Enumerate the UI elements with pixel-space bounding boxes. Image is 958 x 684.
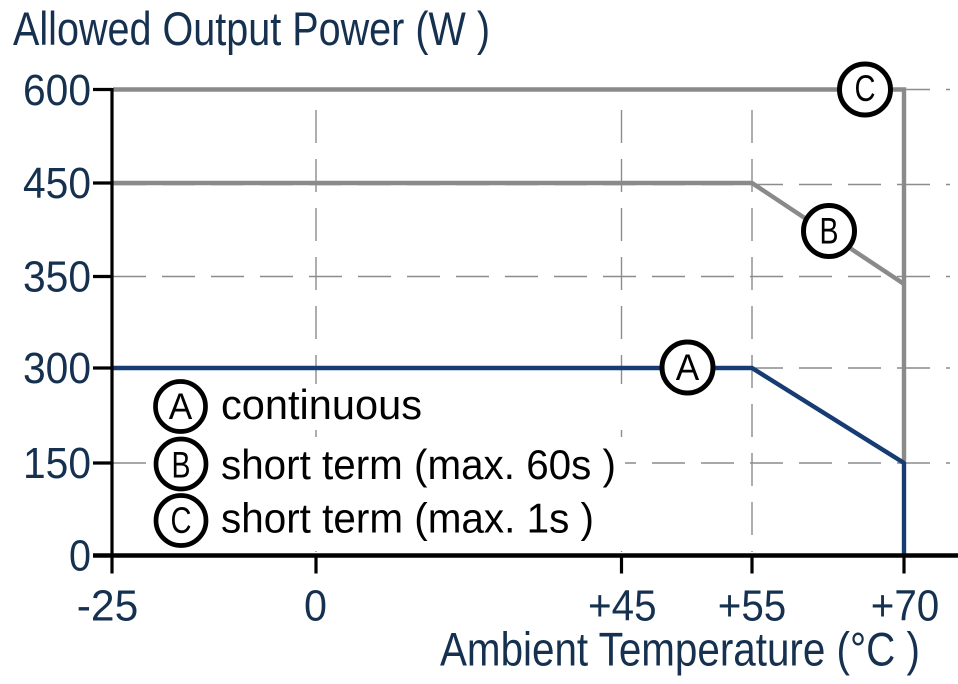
svg-text:B: B <box>820 211 839 252</box>
svg-text:short term (max. 60s ): short term (max. 60s ) <box>221 441 616 488</box>
svg-text:Allowed Output Power (W ): Allowed Output Power (W ) <box>13 2 490 55</box>
svg-text:A: A <box>169 386 193 427</box>
svg-text:C: C <box>855 68 876 109</box>
svg-text:short term (max. 1s ): short term (max. 1s ) <box>221 495 594 542</box>
svg-text:350: 350 <box>23 253 91 302</box>
svg-text:300: 300 <box>23 344 91 393</box>
svg-text:150: 150 <box>23 439 91 488</box>
svg-text:-25: -25 <box>77 582 139 631</box>
svg-text:+45: +45 <box>588 582 657 631</box>
svg-text:+55: +55 <box>718 582 787 631</box>
svg-text:continuous: continuous <box>221 381 422 428</box>
svg-text:+70: +70 <box>871 582 940 631</box>
svg-text:A: A <box>676 347 700 388</box>
svg-text:B: B <box>172 445 191 486</box>
svg-text:0: 0 <box>304 582 327 631</box>
svg-text:C: C <box>171 500 192 541</box>
svg-text:Ambient Temperature (°C ): Ambient Temperature (°C ) <box>440 623 920 676</box>
svg-text:450: 450 <box>23 159 91 208</box>
svg-text:0: 0 <box>69 532 91 581</box>
svg-text:600: 600 <box>23 66 91 115</box>
